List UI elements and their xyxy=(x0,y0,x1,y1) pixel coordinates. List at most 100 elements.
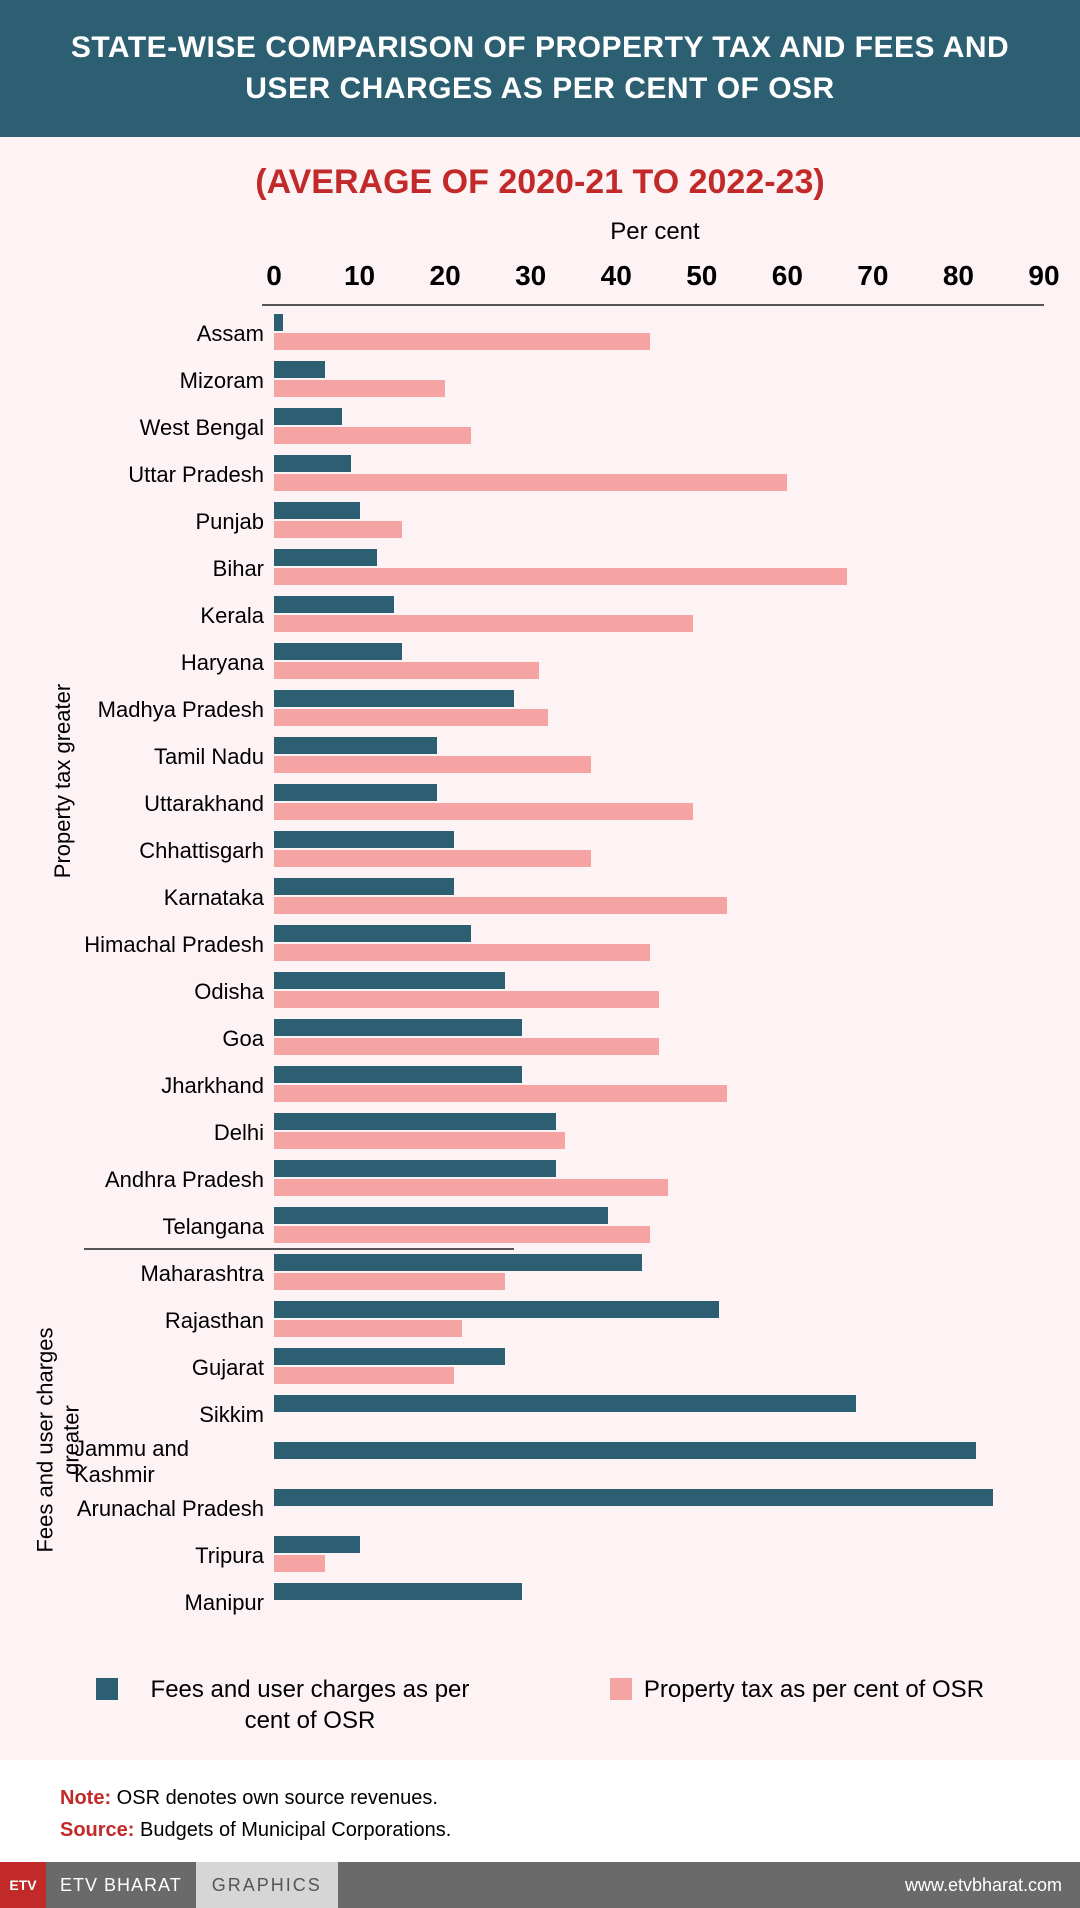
bars-column: 0102030405060708090 xyxy=(274,254,1044,1634)
state-label: Rajasthan xyxy=(74,1297,274,1344)
state-label: Telangana xyxy=(74,1203,274,1250)
state-label: Arunachal Pradesh xyxy=(74,1485,274,1532)
bar-fees xyxy=(274,643,402,660)
bar-property xyxy=(274,897,727,914)
state-label: Tamil Nadu xyxy=(74,733,274,780)
bar-fees xyxy=(274,1113,556,1130)
bar-property xyxy=(274,1085,727,1102)
bar-property xyxy=(274,991,659,1008)
note-label: Note: xyxy=(60,1787,111,1809)
state-label: Uttarakhand xyxy=(74,780,274,827)
bar-fees xyxy=(274,690,514,707)
bar-fees xyxy=(274,1066,522,1083)
notes: Note: OSR denotes own source revenues. S… xyxy=(0,1760,1080,1862)
bar-fees xyxy=(274,925,471,942)
legend-label-property: Property tax as per cent of OSR xyxy=(644,1674,984,1705)
x-axis-ticks: 0102030405060708090 xyxy=(274,254,1044,310)
state-label: Kerala xyxy=(74,592,274,639)
source-label: Source: xyxy=(60,1819,134,1841)
bar-fees xyxy=(274,361,325,378)
state-label: Haryana xyxy=(74,639,274,686)
bar-pair xyxy=(274,1203,1044,1250)
state-label: Andhra Pradesh xyxy=(74,1156,274,1203)
bar-pair xyxy=(274,592,1044,639)
bar-property xyxy=(274,662,539,679)
chart-container: Per cent Property tax greaterFees and us… xyxy=(0,214,1080,1658)
state-label: Tripura xyxy=(74,1532,274,1579)
bar-fees xyxy=(274,455,351,472)
state-label: Gujarat xyxy=(74,1344,274,1391)
bar-pair xyxy=(274,357,1044,404)
x-tick: 40 xyxy=(601,260,632,292)
bar-pair xyxy=(274,639,1044,686)
state-label: Manipur xyxy=(74,1579,274,1626)
x-tick: 80 xyxy=(943,260,974,292)
bar-fees xyxy=(274,1207,608,1224)
x-tick: 60 xyxy=(772,260,803,292)
state-label: Mizoram xyxy=(74,357,274,404)
state-label: Odisha xyxy=(74,968,274,1015)
footer: ETV ETV BHARAT GRAPHICS www.etvbharat.co… xyxy=(0,1862,1080,1908)
bar-property xyxy=(274,1179,668,1196)
footer-graphics: GRAPHICS xyxy=(196,1862,338,1908)
bar-fees xyxy=(274,1489,993,1506)
state-label: Karnataka xyxy=(74,874,274,921)
x-tick: 10 xyxy=(344,260,375,292)
bar-fees xyxy=(274,1536,360,1553)
section-labels: Property tax greaterFees and user charge… xyxy=(36,254,74,1634)
bar-pair xyxy=(274,545,1044,592)
bar-property xyxy=(274,380,445,397)
legend: Fees and user charges as per cent of OSR… xyxy=(0,1658,1080,1760)
bar-property xyxy=(274,709,548,726)
bar-property xyxy=(274,568,847,585)
bar-pair xyxy=(274,1579,1044,1626)
bar-pair xyxy=(274,1156,1044,1203)
bar-property xyxy=(274,803,693,820)
x-tick: 70 xyxy=(857,260,888,292)
bar-pair xyxy=(274,921,1044,968)
state-label: Sikkim xyxy=(74,1391,274,1438)
bar-pair xyxy=(274,686,1044,733)
page-title: STATE-WISE COMPARISON OF PROPERTY TAX AN… xyxy=(0,0,1080,137)
bar-pair xyxy=(274,968,1044,1015)
state-labels-column: AssamMizoramWest BengalUttar PradeshPunj… xyxy=(74,254,274,1634)
bar-property xyxy=(274,1320,462,1337)
legend-item-fees: Fees and user charges as per cent of OSR xyxy=(96,1674,490,1736)
bar-property xyxy=(274,944,650,961)
bars-body xyxy=(274,310,1044,1626)
bar-property xyxy=(274,1132,565,1149)
state-label: Madhya Pradesh xyxy=(74,686,274,733)
bar-fees xyxy=(274,1442,976,1459)
bar-fees xyxy=(274,1019,522,1036)
x-tick: 90 xyxy=(1028,260,1059,292)
bar-pair xyxy=(274,1250,1044,1297)
x-tick: 20 xyxy=(430,260,461,292)
bar-fees xyxy=(274,1301,719,1318)
state-label: Jammu and Kashmir xyxy=(74,1438,274,1485)
footer-logo: ETV xyxy=(0,1862,46,1908)
bar-pair xyxy=(274,874,1044,921)
bar-pair xyxy=(274,1062,1044,1109)
legend-swatch-fees xyxy=(96,1678,118,1700)
bar-fees xyxy=(274,1348,505,1365)
bar-pair xyxy=(274,404,1044,451)
bar-fees xyxy=(274,1160,556,1177)
bar-fees xyxy=(274,1254,642,1271)
bar-fees xyxy=(274,972,505,989)
bar-pair xyxy=(274,498,1044,545)
bar-pair xyxy=(274,1485,1044,1532)
bar-pair xyxy=(274,1344,1044,1391)
bar-pair xyxy=(274,1297,1044,1344)
bar-property xyxy=(274,474,787,491)
bar-property xyxy=(274,333,650,350)
bar-pair xyxy=(274,310,1044,357)
state-label: Chhattisgarh xyxy=(74,827,274,874)
bar-pair xyxy=(274,733,1044,780)
bar-pair xyxy=(274,1015,1044,1062)
bar-property xyxy=(274,1273,505,1290)
state-label: Jharkhand xyxy=(74,1062,274,1109)
bar-property xyxy=(274,427,471,444)
footer-brand: ETV BHARAT xyxy=(46,1862,196,1908)
bar-pair xyxy=(274,1109,1044,1156)
bar-property xyxy=(274,1038,659,1055)
